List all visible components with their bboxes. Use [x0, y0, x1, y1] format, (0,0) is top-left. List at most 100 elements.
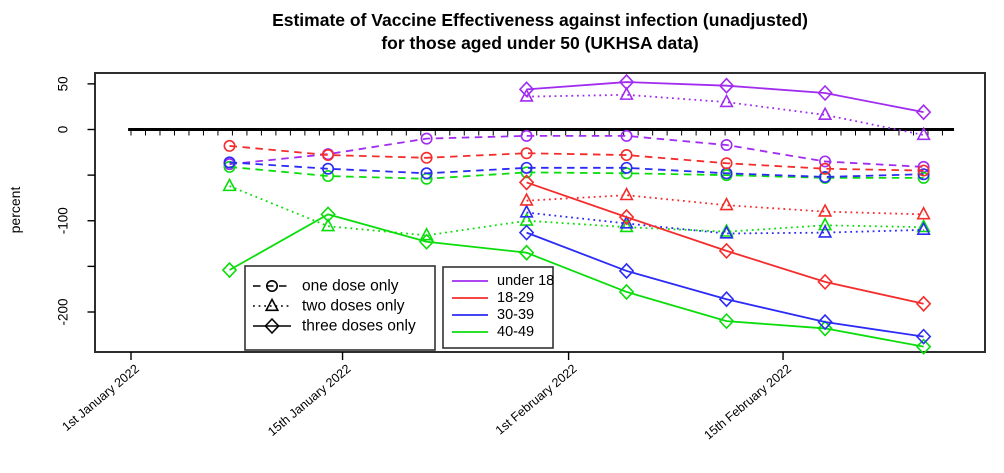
circle-marker: [322, 170, 335, 183]
x-axis: 1st January 2022 15th January 2022 1st Feb…: [59, 352, 794, 442]
diamond-marker: [618, 262, 635, 280]
series-line: [526, 181, 924, 305]
diamond-marker: [518, 81, 535, 98]
circle-marker: [917, 168, 930, 181]
diamond-marker: [618, 283, 635, 301]
y-tick-label: -200: [56, 298, 71, 325]
triangle-marker: [519, 88, 534, 102]
circle-marker: [223, 160, 236, 173]
triangle-marker: [916, 218, 931, 233]
x-tick-label: 1st January 2022: [59, 362, 141, 434]
diamond-marker: [718, 242, 735, 260]
triangle-marker: [817, 203, 833, 217]
circle-marker: [420, 167, 433, 180]
series-18-29-two-doses-only: [519, 186, 931, 220]
circle-marker: [819, 155, 832, 168]
series-30-39-three-doses-only: [518, 224, 932, 345]
diamond-marker: [618, 73, 635, 91]
series-18-29-one-dose-only: [223, 139, 930, 177]
age-legend-box: [442, 266, 554, 349]
diamond-marker: [718, 291, 735, 308]
x-tick-label: 15th February 2022: [701, 362, 794, 443]
triangle-marker: [419, 227, 434, 241]
circle-marker: [720, 139, 733, 152]
circle-marker: [520, 161, 533, 174]
age-legend-label: 40-49: [497, 324, 534, 340]
zero-line: [128, 128, 955, 136]
circle-marker: [720, 157, 733, 170]
circle-marker: [265, 279, 278, 292]
series-line: [229, 185, 924, 237]
y-tick-label: 50: [56, 76, 71, 91]
plot-border: [94, 72, 986, 353]
circle-marker: [223, 139, 236, 152]
triangle-marker: [619, 215, 634, 229]
circle-marker: [322, 149, 335, 162]
age-legend-label: 30-39: [497, 307, 534, 323]
diamond-marker: [418, 233, 435, 250]
circle-marker: [520, 129, 533, 142]
x-tick-label: 15th January 2022: [265, 362, 353, 439]
series-line: [526, 231, 924, 338]
dose-legend-label: one dose only: [302, 278, 399, 295]
diamond-marker: [718, 77, 735, 94]
diamond-marker: [264, 317, 280, 335]
circle-marker: [917, 164, 930, 177]
triangle-marker: [619, 218, 634, 233]
circle-marker: [620, 129, 633, 142]
series-under-18-one-dose-only: [223, 129, 930, 173]
circle-marker: [620, 161, 633, 174]
triangle-marker: [519, 212, 534, 226]
triangle-marker: [519, 204, 534, 218]
diamond-marker: [915, 295, 932, 312]
y-tick-label: -100: [56, 207, 71, 234]
age-legend-label: under 18: [497, 273, 554, 289]
triangle-marker: [916, 126, 931, 141]
x-tick-label: 1st February 2022: [493, 362, 580, 438]
diamond-marker: [320, 206, 336, 223]
triangle-marker: [817, 224, 833, 238]
series-30-39-one-dose-only: [223, 156, 930, 183]
circle-marker: [420, 151, 433, 164]
triangle-marker: [916, 206, 931, 220]
chart-title-line2: for those aged under 50 (UKHSA data): [381, 33, 699, 53]
dose-legend: one dose only two doses only three doses o…: [244, 265, 436, 351]
triangle-marker: [817, 217, 833, 231]
diamond-marker: [915, 328, 932, 345]
circle-marker: [620, 149, 633, 162]
triangle-marker: [719, 225, 734, 239]
diamond-marker: [618, 208, 635, 226]
diamond-marker: [817, 273, 833, 291]
diamond-marker: [817, 320, 833, 337]
triangle-marker: [719, 196, 734, 211]
diamond-marker: [817, 313, 833, 331]
dose-legend-label: three doses only: [302, 318, 416, 335]
diamond-marker: [915, 103, 932, 121]
series-18-29-three-doses-only: [518, 174, 932, 312]
diamond-marker: [915, 338, 932, 355]
triangle-marker: [264, 297, 280, 312]
series-under-18-two-doses-only: [519, 86, 931, 141]
circle-marker: [520, 147, 533, 160]
age-legend-label: 18-29: [497, 290, 534, 306]
triangle-marker: [719, 223, 734, 237]
dose-legend-label: two doses only: [302, 298, 405, 315]
triangle-marker: [719, 93, 734, 108]
circle-marker: [819, 170, 832, 183]
triangle-marker: [619, 86, 634, 100]
y-axis: 50 0 -100 -200: [56, 76, 95, 326]
y-tick-label: 0: [56, 126, 71, 134]
triangle-marker: [320, 217, 336, 232]
diamond-marker: [221, 261, 238, 279]
series-line: [526, 194, 924, 216]
diamond-marker: [817, 84, 833, 102]
diamond-marker: [518, 224, 535, 241]
triangle-marker: [519, 192, 534, 206]
circle-marker: [917, 171, 930, 184]
circle-marker: [322, 162, 335, 175]
triangle-marker: [619, 186, 634, 201]
circle-marker: [520, 166, 533, 179]
circle-marker: [223, 156, 236, 169]
